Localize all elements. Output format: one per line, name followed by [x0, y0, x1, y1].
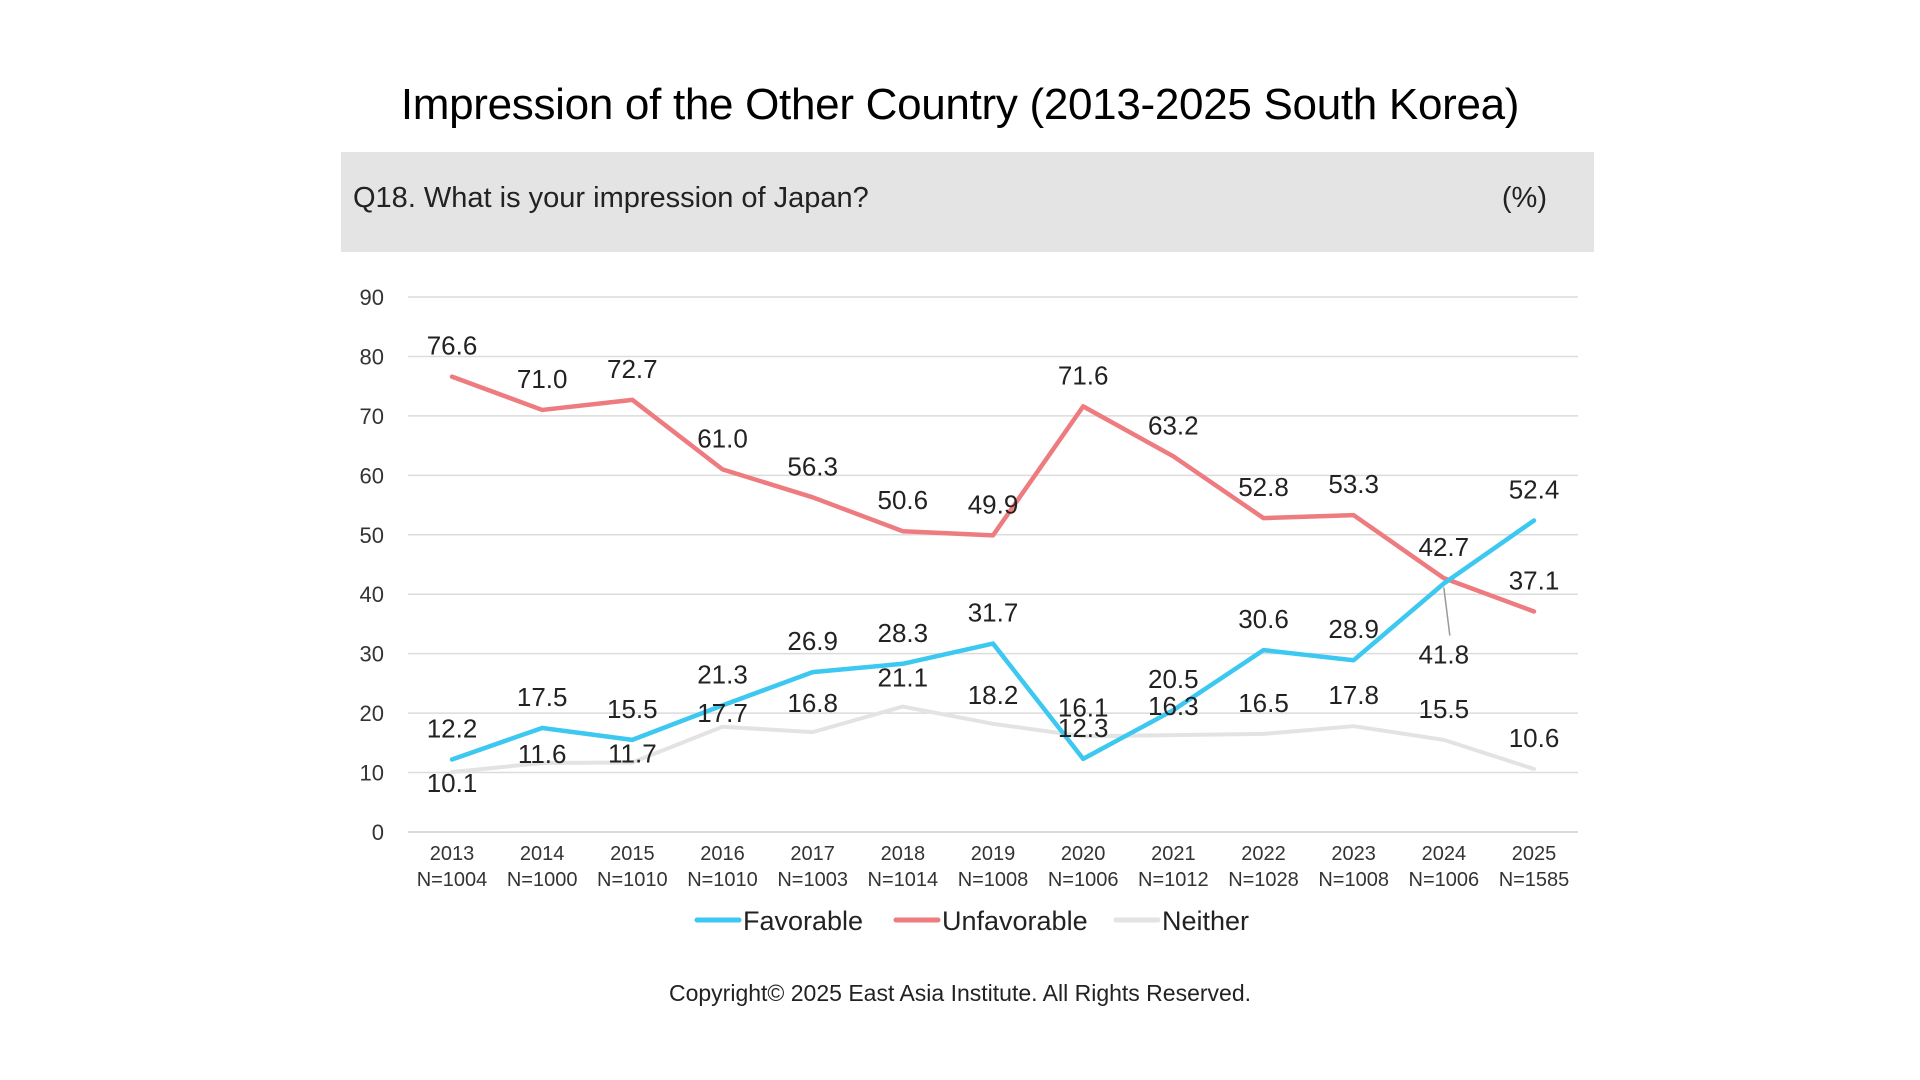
question-banner: Q18. What is your impression of Japan? (… [341, 152, 1594, 252]
data-label-neither: 15.5 [1419, 694, 1470, 724]
y-tick-label: 50 [360, 523, 384, 548]
data-label-neither: 16.5 [1238, 688, 1289, 718]
x-tick-label: 2021 [1151, 843, 1196, 865]
data-label-favorable: 31.7 [968, 598, 1019, 628]
data-label-favorable: 15.5 [607, 694, 658, 724]
data-label-neither: 11.6 [518, 739, 567, 769]
gridlines [408, 296, 1578, 833]
label-leader-line [1443, 587, 1451, 636]
data-label-neither: 11.7 [608, 738, 657, 768]
data-label-favorable: 12.3 [1058, 713, 1109, 743]
x-tick-sample-size: N=1014 [868, 869, 939, 891]
series-line-unfavorable [449, 374, 1537, 614]
x-tick-label: 2024 [1422, 843, 1467, 865]
data-label-unfavorable: 52.8 [1238, 472, 1289, 502]
x-tick-sample-size: N=1004 [417, 869, 488, 891]
data-label-unfavorable: 63.2 [1148, 410, 1199, 440]
data-label-unfavorable: 50.6 [878, 485, 929, 515]
x-tick-label: 2013 [430, 843, 475, 865]
data-label-unfavorable: 76.6 [427, 331, 478, 361]
data-label-favorable: 28.3 [878, 618, 929, 648]
data-label-neither: 21.1 [878, 663, 929, 693]
data-label-favorable: 41.8 [1419, 640, 1470, 670]
x-tick-label: 2016 [700, 843, 745, 865]
data-label-neither: 16.8 [787, 688, 838, 718]
chart-title: Impression of the Other Country (2013-20… [400, 80, 1520, 129]
y-tick-label: 70 [360, 404, 384, 429]
data-label-unfavorable: 71.6 [1058, 360, 1109, 390]
x-tick-label: 2023 [1331, 843, 1376, 865]
data-label-unfavorable: 71.0 [517, 364, 568, 394]
data-label-favorable: 28.9 [1328, 614, 1379, 644]
data-label-favorable: 20.5 [1148, 664, 1199, 694]
x-tick-label: 2014 [520, 843, 565, 865]
data-label-unfavorable: 56.3 [787, 451, 838, 481]
legend-label-favorable: Favorable [743, 906, 863, 936]
x-tick-label: 2015 [610, 843, 655, 865]
question-text: Q18. What is your impression of Japan? [353, 182, 869, 214]
x-tick-sample-size: N=1585 [1499, 869, 1570, 891]
legend-label-unfavorable: Unfavorable [942, 906, 1088, 936]
legend-label-neither: Neither [1162, 906, 1249, 936]
series-line-favorable [449, 518, 1537, 762]
data-label-favorable: 21.3 [697, 659, 748, 689]
x-tick-sample-size: N=1012 [1138, 869, 1209, 891]
y-tick-label: 80 [360, 344, 384, 369]
copyright-notice: Copyright© 2025 East Asia Institute. All… [668, 980, 1252, 1006]
series-lines [449, 374, 1537, 774]
x-tick-sample-size: N=1000 [507, 869, 578, 891]
data-label-unfavorable: 72.7 [607, 354, 658, 384]
x-tick-label: 2017 [790, 843, 835, 865]
data-label-unfavorable: 49.9 [968, 489, 1019, 519]
x-tick-sample-size: N=1003 [777, 869, 848, 891]
y-tick-label: 30 [360, 642, 384, 667]
data-labels: 12.2 17.5 15.5 21.3 26.9 28.3 31.7 12.3 20.5 30.6… [427, 331, 1560, 798]
y-tick-label: 10 [360, 761, 384, 786]
data-label-neither: 17.8 [1328, 680, 1379, 710]
data-label-favorable: 26.9 [787, 626, 838, 656]
x-tick-sample-size: N=1008 [958, 869, 1029, 891]
x-tick-sample-size: N=1006 [1409, 869, 1480, 891]
x-axis-ticks: 2013 N=1004 2014 N=1000 2015 N=1010 2016 N=1010… [417, 843, 1570, 891]
unit-label: (%) [1501, 182, 1547, 214]
data-label-neither: 10.1 [427, 768, 478, 798]
legend: Favorable Unfavorable Neither [694, 906, 1249, 936]
data-label-favorable: 17.5 [517, 682, 568, 712]
x-tick-sample-size: N=1010 [597, 869, 668, 891]
data-label-neither: 17.7 [697, 698, 748, 728]
x-tick-label: 2018 [881, 843, 926, 865]
y-tick-label: 90 [360, 285, 384, 310]
x-tick-sample-size: N=1028 [1228, 869, 1299, 891]
x-tick-label: 2019 [971, 843, 1016, 865]
data-label-favorable: 52.4 [1509, 475, 1560, 505]
x-tick-label: 2022 [1241, 843, 1286, 865]
x-tick-label: 2025 [1512, 843, 1557, 865]
x-tick-sample-size: N=1006 [1048, 869, 1119, 891]
data-label-unfavorable: 42.7 [1419, 532, 1470, 562]
x-tick-sample-size: N=1010 [687, 869, 758, 891]
data-label-unfavorable: 53.3 [1328, 469, 1379, 499]
x-tick-label: 2020 [1061, 843, 1106, 865]
data-label-neither: 10.6 [1509, 723, 1560, 753]
data-label-favorable: 12.2 [427, 713, 478, 743]
data-label-neither: 18.2 [968, 680, 1019, 710]
data-label-unfavorable: 61.0 [697, 423, 748, 453]
data-label-neither: 16.1 [1058, 692, 1109, 722]
y-axis-ticks: 0 10 20 30 40 50 60 70 80 90 [360, 285, 384, 845]
data-label-neither: 16.3 [1148, 691, 1199, 721]
y-tick-label: 40 [360, 582, 384, 607]
data-label-favorable: 30.6 [1238, 604, 1289, 634]
y-tick-label: 60 [360, 463, 384, 488]
series-line-neither [450, 704, 1536, 774]
y-tick-label: 20 [360, 701, 384, 726]
data-label-unfavorable: 37.1 [1509, 565, 1560, 595]
y-tick-label: 0 [372, 820, 384, 845]
x-tick-sample-size: N=1008 [1318, 869, 1389, 891]
